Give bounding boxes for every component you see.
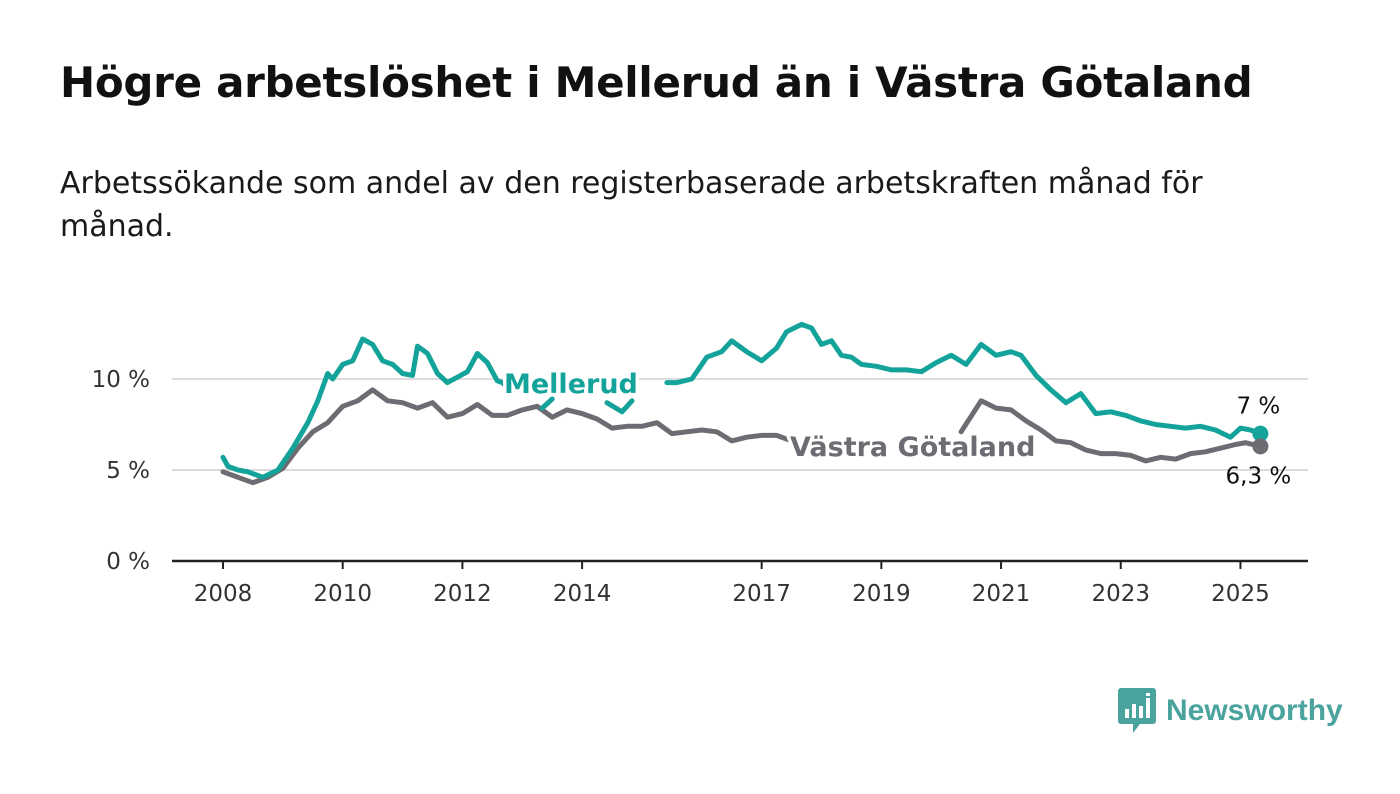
logo-text: Newsworthy — [1166, 694, 1343, 727]
x-tick-label: 2008 — [194, 581, 253, 607]
end-label-v-stra-g-taland: 6,3 % — [1226, 463, 1292, 489]
series-line-v-stra-g-taland — [220, 387, 1263, 486]
end-point-v-stra-g-taland — [1252, 438, 1269, 455]
x-tick-label: 2017 — [732, 581, 791, 607]
newsworthy-logo-icon — [1118, 688, 1156, 733]
x-tick-label: 2014 — [553, 581, 612, 607]
end-label-mellerud: 7 % — [1236, 394, 1280, 420]
chart-title: Högre arbetslöshet i Mellerud än i Västr… — [60, 58, 1253, 107]
x-tick-label: 2012 — [433, 581, 492, 607]
x-tick-label: 2021 — [972, 581, 1031, 607]
series-line-mellerud — [220, 321, 1263, 480]
x-tick-label: 2023 — [1091, 581, 1150, 607]
chart-subtitle: Arbetssökande som andel av den registerb… — [60, 166, 1203, 244]
end-point-mellerud — [1252, 425, 1269, 442]
x-tick-label: 2019 — [852, 581, 911, 607]
y-tick-label: 10 % — [92, 367, 150, 393]
x-tick-label: 2010 — [313, 581, 372, 607]
y-tick-label: 0 % — [106, 549, 150, 575]
x-tick-label: 2025 — [1211, 581, 1270, 607]
y-tick-label: 5 % — [106, 458, 150, 484]
series-label-v-stra-g-taland: Västra Götaland — [790, 432, 1035, 463]
series-label-mellerud: Mellerud — [504, 369, 638, 400]
newsworthy-logo: Newsworthy — [1118, 688, 1343, 734]
